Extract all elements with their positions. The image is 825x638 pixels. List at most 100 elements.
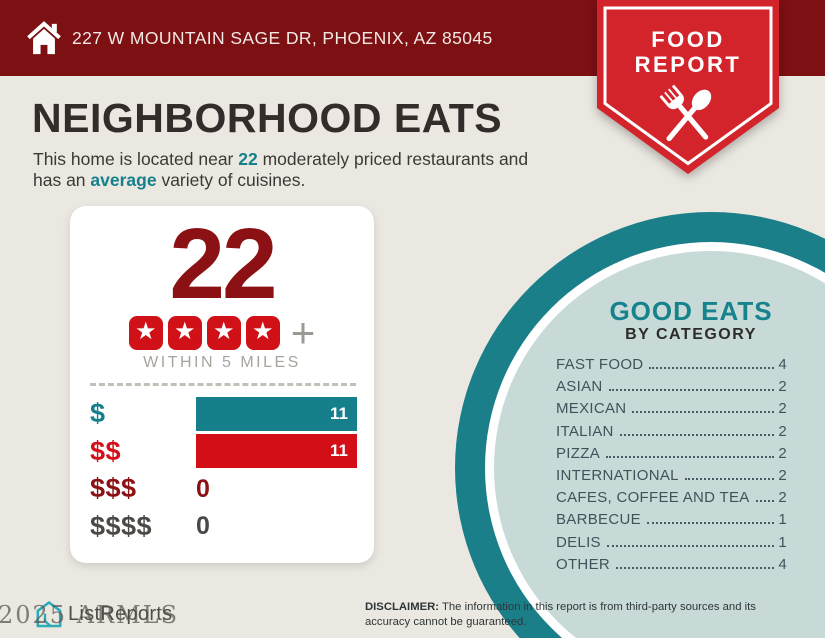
mls-watermark: 2025 ARMLS (0, 601, 180, 629)
home-icon (27, 21, 61, 55)
variety-highlight: average (90, 169, 157, 190)
dotted-leader (649, 367, 775, 369)
dotted-leader (755, 500, 775, 503)
bar-track: 0 (196, 472, 357, 506)
star-icon: ★ (134, 318, 157, 345)
category-value: 2 (778, 444, 787, 462)
price-level-label: $$ (90, 435, 122, 466)
category-value: 1 (778, 511, 787, 529)
dotted-leader (616, 566, 775, 569)
subtitle-text: variety of cuisines. (156, 169, 306, 190)
star-badge: ★ (245, 316, 280, 350)
disclaimer-text: The information in this report is from t… (365, 601, 756, 629)
dotted-leader (619, 433, 775, 436)
dotted-leader (632, 411, 775, 414)
pennant-shape (597, 0, 779, 174)
price-row: $$ 11 (90, 433, 357, 471)
bar-track: 0 (196, 509, 357, 543)
price-row: $$$$ 0 (90, 508, 357, 546)
subtitle-text: This home is located near (33, 149, 239, 169)
category-row: DELIS 1 (556, 534, 787, 556)
star-icon: ★ (212, 318, 235, 345)
food-report-badge: FOOD REPORT (597, 0, 779, 182)
good-eats-subtitle: BY CATEGORY (625, 326, 757, 343)
category-value: 2 (778, 466, 787, 484)
badge-title: FOOD REPORT (597, 27, 779, 77)
badge-line2: REPORT (634, 52, 742, 77)
house-outline-icon (36, 601, 62, 628)
zero-value: 0 (196, 474, 210, 503)
price-row: $$$ 0 (90, 470, 357, 508)
category-row: FAST FOOD 4 (556, 356, 787, 378)
dotted-leader (606, 544, 775, 547)
bar-track: 11 (196, 396, 357, 431)
dotted-leader (684, 477, 775, 480)
category-label: DELIS (556, 533, 601, 551)
category-value: 1 (778, 533, 787, 551)
bar-track: 11 (196, 434, 357, 469)
intro-subtitle: This home is located near 22 moderately … (33, 149, 573, 190)
star-badges: ★ ★ ★ ★ (128, 316, 280, 350)
category-label: ITALIAN (556, 422, 614, 440)
bar-value: 11 (330, 441, 348, 461)
category-row: MEXICAN 2 (556, 400, 787, 422)
category-row: PIZZA 2 (556, 445, 787, 467)
category-label: OTHER (556, 555, 610, 573)
dotted-leader (646, 522, 775, 525)
price-level-label: $$$ (90, 473, 137, 504)
category-row: CAFES, COFFEE AND TEA 2 (556, 489, 787, 511)
logo-text: ListReports (68, 603, 173, 625)
dotted-leader (606, 455, 775, 458)
listreports-logo: ListReports (35, 600, 172, 629)
subtitle-text: moderately priced restaurants and (257, 149, 529, 169)
category-row: OTHER 4 (556, 556, 787, 578)
disclaimer-label: DISCLAIMER: (365, 601, 440, 614)
category-row: INTERNATIONAL 2 (556, 467, 787, 489)
badge-line1: FOOD (651, 27, 725, 52)
category-label: CAFES, COFFEE AND TEA (556, 489, 750, 507)
price-bar: 11 (196, 396, 357, 431)
category-row: ASIAN 2 (556, 378, 787, 400)
category-value: 2 (778, 378, 787, 396)
property-address: 227 W MOUNTAIN SAGE DR, PHOENIX, AZ 8504… (72, 28, 493, 48)
restaurant-count: 22 (169, 208, 277, 320)
restaurant-summary-card: 22 ★ ★ ★ ★ + WITHIN 5 MILES $11 $$ 11 $$$ 0 $$$$… (70, 206, 374, 563)
star-badge: ★ (167, 316, 202, 350)
category-label: INTERNATIONAL (556, 466, 679, 484)
crossed-spoon-fork-icon (659, 84, 712, 142)
star-badge: ★ (206, 316, 241, 350)
category-value: 2 (778, 422, 787, 440)
page-title: NEIGHBORHOOD EATS (32, 95, 503, 141)
star-icon: ★ (173, 318, 196, 345)
category-label: PIZZA (556, 444, 601, 462)
dotted-leader (608, 389, 775, 392)
good-eats-title: GOOD EATS (609, 296, 773, 326)
category-value: 2 (778, 489, 787, 507)
category-value: 4 (778, 356, 787, 373)
category-label: BARBECUE (556, 511, 641, 529)
category-label: MEXICAN (556, 400, 627, 418)
category-list: FAST FOOD 4 ASIAN 2 MEXICAN 2 ITALIAN 2 PIZZA 2 IN… (556, 356, 787, 578)
price-level-label: $ (90, 398, 106, 429)
bar-value: 11 (330, 403, 348, 423)
disclaimer: DISCLAIMER: The information in this repo… (365, 600, 797, 630)
zero-value: 0 (196, 512, 210, 541)
price-bar: 11 (196, 434, 357, 469)
price-level-chart: $11 $$ 11 $$$ 0 $$$$ 0 (70, 395, 374, 545)
price-row: $11 (90, 395, 357, 433)
category-label: ASIAN (556, 378, 603, 396)
star-icon: ★ (251, 318, 274, 345)
dashed-divider (90, 383, 356, 386)
price-level-label: $$$$ (90, 510, 153, 541)
star-rating: ★ ★ ★ ★ + (70, 309, 374, 356)
radius-label: WITHIN 5 MILES (143, 354, 301, 371)
category-row: BARBECUE 1 (556, 511, 787, 533)
restaurant-count-highlight: 22 (238, 149, 258, 169)
category-value: 4 (778, 555, 787, 573)
subtitle-text: has an (33, 169, 91, 190)
category-label: FAST FOOD (556, 356, 644, 373)
plus-sign: + (290, 309, 316, 356)
star-badge: ★ (128, 316, 163, 350)
